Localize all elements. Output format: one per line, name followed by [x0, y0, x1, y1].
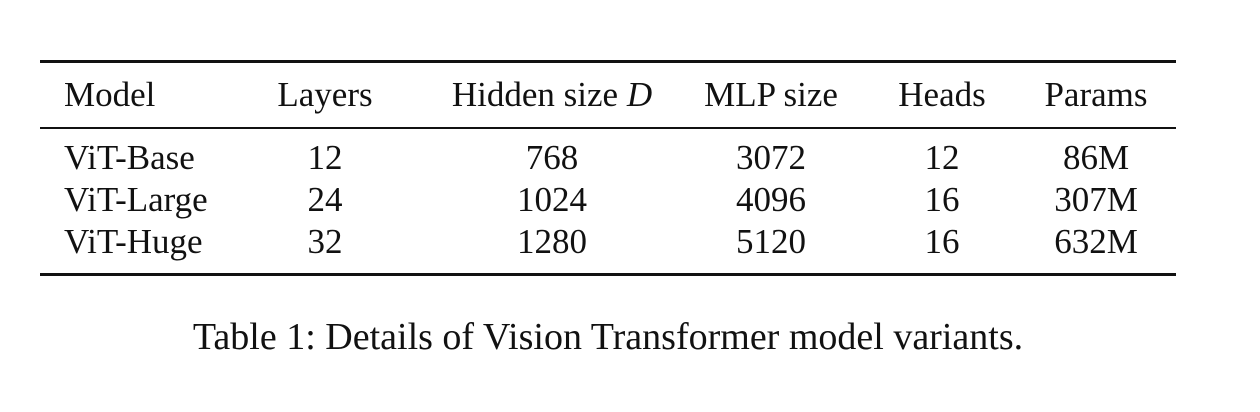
- header-hidden-size-symbol: D: [626, 75, 653, 114]
- cell-model: ViT-Large: [64, 180, 208, 219]
- header-layers: Layers: [277, 75, 373, 114]
- table-row: ViT-Huge 32 1280 5120 16 632M: [40, 221, 1176, 263]
- cell-layers: 24: [307, 180, 343, 219]
- header-mlp-size: MLP size: [704, 75, 838, 114]
- table-header-row: Model Layers Hidden size D MLP size Head…: [40, 63, 1176, 127]
- cell-mlp-size: 3072: [736, 138, 806, 177]
- cell-model: ViT-Base: [64, 138, 195, 177]
- cell-model: ViT-Huge: [64, 222, 203, 261]
- cell-layers: 12: [307, 138, 343, 177]
- cell-heads: 16: [924, 222, 960, 261]
- table-row: ViT-Base 12 768 3072 12 86M: [40, 137, 1176, 179]
- cell-heads: 16: [924, 180, 960, 219]
- table-header-rule: [40, 127, 1176, 129]
- header-hidden-size: Hidden size D: [412, 63, 692, 127]
- header-params: Params: [1044, 75, 1148, 114]
- table-caption: Table 1: Details of Vision Transformer m…: [192, 316, 1024, 358]
- cell-params: 632M: [1054, 222, 1138, 261]
- cell-layers: 32: [307, 222, 343, 261]
- table-row: ViT-Large 24 1024 4096 16 307M: [40, 179, 1176, 221]
- cell-mlp-size: 4096: [736, 180, 806, 219]
- cell-hidden-size: 1024: [517, 180, 587, 219]
- cell-hidden-size: 1280: [517, 222, 587, 261]
- cell-params: 307M: [1054, 180, 1138, 219]
- table-bottom-rule: [40, 273, 1176, 276]
- cell-heads: 12: [924, 138, 960, 177]
- header-model: Model: [64, 75, 156, 114]
- header-heads: Heads: [898, 75, 986, 114]
- cell-hidden-size: 768: [525, 138, 579, 177]
- cell-mlp-size: 5120: [736, 222, 806, 261]
- table-top-rule: [40, 60, 1176, 63]
- cell-params: 86M: [1062, 138, 1130, 177]
- header-hidden-size-text: Hidden size: [451, 75, 627, 114]
- model-variants-table: Model Layers Hidden size D MLP size Head…: [40, 60, 1176, 276]
